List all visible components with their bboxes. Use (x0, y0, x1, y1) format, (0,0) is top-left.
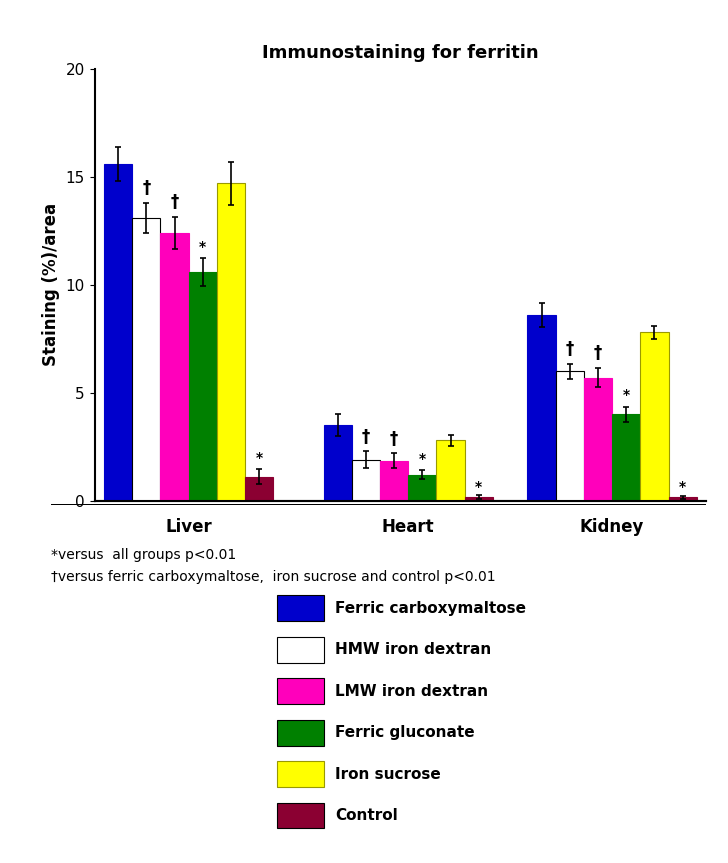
Bar (408, 475, 437, 501)
Bar (641, 332, 668, 501)
Text: *: * (475, 480, 483, 494)
Text: Ferric gluconate: Ferric gluconate (335, 725, 475, 740)
Text: †: † (390, 430, 398, 448)
Bar (189, 272, 217, 501)
Bar (380, 461, 408, 501)
Text: Control: Control (335, 808, 397, 823)
Text: †: † (566, 340, 574, 358)
Bar (104, 164, 132, 501)
Text: HMW iron dextran: HMW iron dextran (335, 642, 491, 658)
Text: Iron sucrose: Iron sucrose (335, 766, 440, 782)
Bar (555, 371, 584, 501)
Text: Kidney: Kidney (580, 518, 644, 536)
Bar (160, 233, 189, 501)
Text: *: * (622, 388, 630, 402)
Text: LMW iron dextran: LMW iron dextran (335, 683, 488, 699)
Bar (527, 315, 555, 501)
Bar (352, 459, 380, 501)
Title: Immunostaining for ferritin: Immunostaining for ferritin (262, 44, 539, 62)
Text: *: * (256, 451, 263, 465)
Text: *: * (419, 452, 426, 466)
Bar (217, 184, 245, 501)
Bar (612, 414, 641, 501)
Text: Liver: Liver (165, 518, 212, 536)
Text: Ferric carboxymaltose: Ferric carboxymaltose (335, 601, 526, 616)
Text: *: * (679, 481, 687, 494)
Bar (132, 218, 160, 501)
Text: †versus ferric carboxymaltose,  iron sucrose and control p<0.01: †versus ferric carboxymaltose, iron sucr… (51, 570, 496, 583)
Text: *versus  all groups p<0.01: *versus all groups p<0.01 (51, 548, 236, 562)
Text: †: † (362, 427, 370, 445)
Text: *: * (199, 240, 207, 254)
Text: Heart: Heart (382, 518, 435, 536)
Bar (668, 497, 697, 501)
Text: †: † (142, 180, 151, 198)
Bar (437, 440, 464, 501)
Text: †: † (170, 193, 179, 211)
Bar (323, 425, 352, 501)
Bar (464, 497, 493, 501)
Bar (584, 378, 612, 501)
Y-axis label: Staining (%)/area: Staining (%)/area (42, 203, 60, 367)
Bar (245, 476, 274, 501)
Text: †: † (594, 344, 602, 362)
